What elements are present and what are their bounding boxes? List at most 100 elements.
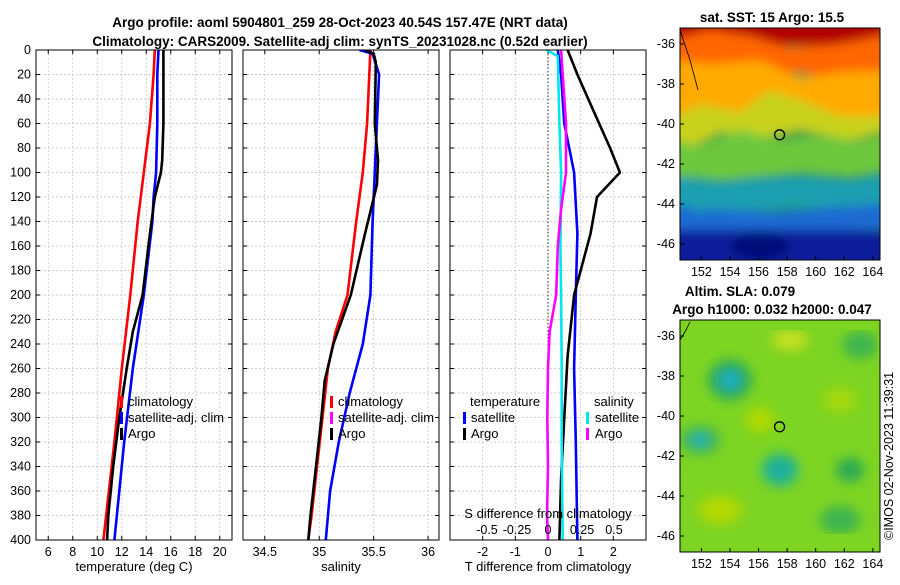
depth-tick-label: 120 (10, 190, 31, 204)
x-tick-label: 8 (69, 545, 76, 559)
panel-salinity: 34.5 35 35.5 36 salinity (242, 49, 440, 574)
series-line-climatology (102, 50, 157, 540)
s-tick-label: 0 (545, 523, 552, 537)
x-tick-label: 14 (139, 545, 153, 559)
x-tick-label: 12 (115, 545, 129, 559)
map-lat-label: -44 (657, 489, 675, 503)
panel-frame (449, 49, 647, 541)
depth-tick-label: 0 (24, 43, 31, 57)
difference-legend: temperature satellite Argo salinity sate… (463, 394, 639, 441)
map-lat-label: -36 (657, 37, 675, 51)
series-line-t-satellite (556, 50, 579, 540)
argo-location-marker (773, 421, 786, 433)
x-tick-label: 16 (164, 545, 178, 559)
x-tick-label: 10 (90, 545, 104, 559)
depth-tick-label: 20 (17, 68, 31, 82)
legend-label-argo: Argo (128, 426, 155, 441)
x-tick-label: 1 (577, 545, 584, 559)
legend-swatch-argo (330, 428, 333, 440)
sst-map-axes: 152 154 156 158 160 162 164 -36 -38 -40 -42 -44 -46 (657, 27, 883, 279)
map-lon-label: 158 (777, 557, 798, 571)
legend-label-climatology: climatology (338, 394, 404, 409)
legend-label-s-satellite: satellite (595, 410, 639, 425)
depth-tick-label: 200 (10, 288, 31, 302)
x-tick-label: -1 (510, 545, 521, 559)
depth-tick-label: 240 (10, 337, 31, 351)
legend-label-t-argo: Argo (471, 426, 498, 441)
map-lat-label: -38 (657, 77, 675, 91)
x-tick-label: 35 (312, 545, 326, 559)
s-tick-label: -0.25 (503, 523, 532, 537)
copyright-text: ©IMOS 02-Nov-2023 11:39:31 (882, 372, 896, 540)
sla-map-title-line1: Altim. SLA: 0.079 (685, 284, 795, 299)
legend-swatch-t-satellite (463, 412, 466, 424)
legend-header-salinity: salinity (594, 394, 634, 409)
depth-tick-label: 220 (10, 313, 31, 327)
x-tick-label: 6 (45, 545, 52, 559)
map-lat-label: -36 (657, 329, 675, 343)
sst-map-title: sat. SST: 15 Argo: 15.5 (700, 10, 845, 25)
profile-title-line1: Argo profile: aoml 5904801_259 28-Oct-20… (112, 15, 567, 30)
s-tick-label: 0.5 (605, 523, 622, 537)
map-lon-label: 160 (805, 265, 826, 279)
legend-swatch-climatology (120, 396, 123, 408)
depth-tick-label: 80 (17, 141, 31, 155)
x-tick-label: -2 (477, 545, 488, 559)
map-lat-label: -38 (657, 369, 675, 383)
legend-swatch-argo (120, 428, 123, 440)
s-tick-label: 0.25 (570, 523, 594, 537)
legend-label-argo: Argo (338, 426, 365, 441)
map-lon-label: 164 (862, 557, 883, 571)
map-lon-label: 156 (748, 265, 769, 279)
salinity-legend: climatology satellite-adj. clim Argo (330, 394, 434, 441)
series-line-s-argo (545, 50, 568, 540)
series-line-s-satellite (545, 50, 564, 540)
map-frame (679, 319, 881, 553)
x-tick-label: 36 (421, 545, 435, 559)
depth-tick-label: 360 (10, 484, 31, 498)
x-axis-label: salinity (321, 559, 361, 574)
depth-tick-label: 60 (17, 117, 31, 131)
legend-swatch-t-argo (463, 428, 466, 440)
series-line-t-argo (558, 50, 622, 540)
x-axis-label: T difference from climatology (465, 559, 632, 574)
legend-header-temperature: temperature (470, 394, 540, 409)
depth-tick-label: 400 (10, 533, 31, 547)
depth-tick-label: 320 (10, 435, 31, 449)
map-lat-label: -46 (657, 237, 675, 251)
map-lon-label: 156 (748, 557, 769, 571)
series-line-argo (307, 50, 380, 540)
profile-panels: 0204060801001201401601802002202402602803… (10, 43, 647, 574)
map-lon-label: 152 (691, 265, 712, 279)
panel-frame (35, 49, 233, 541)
s-difference-axis-label: S difference from climatology (464, 506, 632, 521)
depth-tick-label: 300 (10, 411, 31, 425)
map-lat-label: -40 (657, 117, 675, 131)
panel-frame (242, 49, 440, 541)
map-lon-label: 162 (834, 265, 855, 279)
map-lat-label: -42 (657, 449, 675, 463)
sla-map-title-line2: Argo h1000: 0.032 h2000: 0.047 (672, 302, 872, 317)
panel-difference: -2 -1 0 1 2T difference from climatology (449, 49, 647, 574)
series-line-argo (105, 50, 165, 540)
map-frame (679, 27, 881, 261)
depth-tick-label: 180 (10, 264, 31, 278)
depth-tick-label: 140 (10, 215, 31, 229)
legend-swatch-satellite-clim (120, 412, 123, 424)
map-lon-label: 160 (805, 557, 826, 571)
x-tick-label: 35.5 (361, 545, 385, 559)
depth-tick-label: 160 (10, 239, 31, 253)
x-tick-label: 20 (213, 545, 227, 559)
series-line-satellite-adj-clim (324, 50, 381, 540)
map-lon-label: 162 (834, 557, 855, 571)
map-lon-label: 152 (691, 557, 712, 571)
legend-label-satellite-clim: satellite-adj. clim (128, 410, 224, 425)
depth-tick-label: 40 (17, 92, 31, 106)
sla-map-axes: 152 154 156 158 160 162 164 -36 -38 -40 -42 -44 -46 (657, 319, 883, 571)
map-lon-label: 164 (862, 265, 883, 279)
legend-swatch-s-argo (586, 428, 589, 440)
legend-swatch-climatology (330, 396, 333, 408)
x-tick-label: 2 (610, 545, 617, 559)
s-tick-label: -0.5 (476, 523, 498, 537)
depth-tick-label: 260 (10, 362, 31, 376)
